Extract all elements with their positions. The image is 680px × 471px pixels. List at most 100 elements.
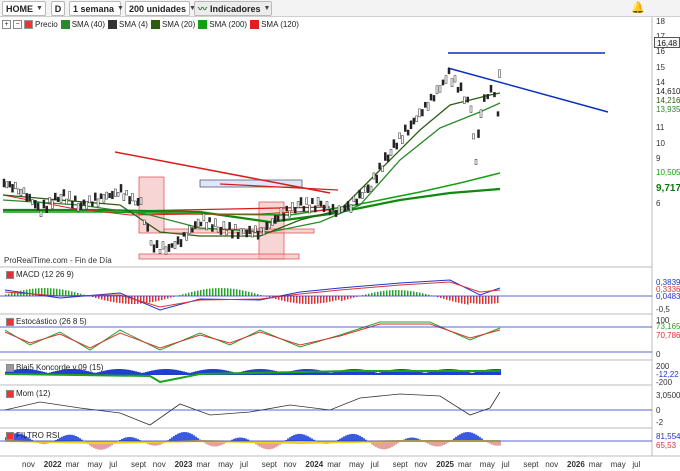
period-type-button[interactable]: D (51, 1, 65, 16)
candles-series (2, 67, 501, 255)
macd-bar (218, 288, 220, 296)
candle (389, 149, 393, 156)
macd-bar (305, 296, 307, 304)
zone-box[interactable] (138, 253, 300, 260)
legend-price[interactable]: Precio (24, 20, 58, 29)
y-tick-label: 9 (656, 153, 661, 163)
macd-bar (35, 288, 37, 296)
legend-sma200[interactable]: SMA (200) (198, 20, 247, 29)
macd-bar (242, 290, 244, 296)
candle (311, 197, 314, 205)
rsi-bar (305, 435, 307, 441)
blai-bar (449, 369, 451, 375)
legend-sma4[interactable]: SMA (4) (108, 20, 148, 29)
blai-bar (451, 369, 453, 375)
rsi-bar (231, 439, 233, 441)
price-swatch (24, 20, 33, 29)
macd-title[interactable]: MACD (12 26 9) (3, 270, 74, 279)
legend-sma40[interactable]: SMA (40) (60, 20, 105, 29)
candle (179, 239, 183, 248)
rsi-bar (175, 434, 177, 441)
expand-icon[interactable]: + (2, 20, 11, 29)
timeframe-selector[interactable]: 1 semana ▼ (69, 1, 124, 16)
candle (322, 204, 326, 212)
candle (355, 198, 358, 206)
chevron-down-icon: ▼ (263, 5, 271, 12)
x-tick-label: nov (22, 460, 35, 469)
macd-bar (452, 296, 454, 302)
rsi-bar (465, 432, 467, 441)
blai-bar (195, 371, 197, 375)
macd-bar (149, 296, 151, 303)
x-tick-label: 2025 (436, 460, 454, 469)
candle (31, 199, 34, 205)
legend-sma20[interactable]: SMA (20) (150, 20, 195, 29)
macd-bar (194, 291, 196, 296)
blai-series (4, 369, 501, 384)
macd-bar (68, 290, 70, 296)
x-tick-label: may (218, 460, 234, 469)
macd-value-2: 0,3336 (656, 285, 680, 294)
blai-bar (495, 369, 497, 375)
rsi-bar (239, 437, 241, 441)
macd-signal-line (4, 281, 501, 308)
rsi-bar (67, 434, 69, 441)
blai-bar (125, 369, 127, 375)
candle (54, 192, 57, 201)
symbol-label: HOME (6, 3, 33, 14)
blue-trendline[interactable] (447, 67, 609, 113)
candle (404, 124, 407, 132)
blai-bar (213, 369, 215, 375)
rsi-bar (95, 441, 97, 449)
bell-icon[interactable]: 🔔 (631, 2, 645, 14)
rsi-title[interactable]: FILTRO RSI (3, 431, 59, 440)
legend-sma120[interactable]: SMA (120) (250, 20, 299, 29)
candle (392, 139, 396, 148)
blai-title[interactable]: Blai5 Koncorde v.09 (15) (3, 363, 103, 372)
rsi-bar (125, 437, 127, 441)
blai-bar (433, 370, 435, 375)
macd-bar (449, 296, 451, 301)
blai-bar (325, 371, 327, 375)
rsi-bar (77, 437, 79, 441)
blai-bar (65, 369, 67, 375)
indicators-button[interactable]: 〰 Indicadores ▼ (194, 1, 272, 16)
symbol-selector[interactable]: HOME ▼ (2, 1, 46, 16)
candle (314, 205, 317, 213)
x-tick-label: jul (632, 460, 641, 469)
macd-bar (296, 296, 298, 304)
y-tick-label: 14 (656, 77, 665, 87)
units-selector[interactable]: 200 unidades ▼ (125, 1, 196, 16)
macd-bar (56, 288, 58, 296)
blai-bar (373, 371, 375, 375)
rsi-bar (245, 438, 247, 441)
red-trendline[interactable] (114, 151, 331, 194)
macd-bar (317, 296, 319, 304)
blai-bar (283, 372, 285, 375)
blai-bar (425, 372, 427, 375)
stoch-title[interactable]: Estocástico (26 8 5) (3, 317, 87, 326)
zone-box[interactable] (138, 176, 165, 234)
blai-bar (201, 370, 203, 375)
mom-title[interactable]: Mom (12) (3, 389, 50, 398)
blai-bar (185, 372, 187, 375)
candle (194, 221, 197, 229)
blai-bar (171, 369, 173, 375)
macd-bar (299, 296, 301, 304)
blai-bar (443, 369, 445, 375)
candle (196, 218, 200, 228)
red-trendline[interactable] (219, 183, 339, 191)
zone-box-blue[interactable] (199, 179, 303, 188)
rsi-bar (131, 437, 133, 441)
blai-bar (331, 372, 333, 375)
blai-bar (407, 369, 409, 375)
collapse-icon[interactable]: − (13, 20, 22, 29)
rsi-bar (29, 438, 31, 441)
candle (319, 200, 323, 207)
chevron-down-icon: ▼ (117, 5, 124, 12)
blai-bar (329, 372, 331, 375)
blai-bar (285, 372, 287, 375)
macd-bar (413, 291, 415, 296)
blai-bar (109, 369, 111, 375)
